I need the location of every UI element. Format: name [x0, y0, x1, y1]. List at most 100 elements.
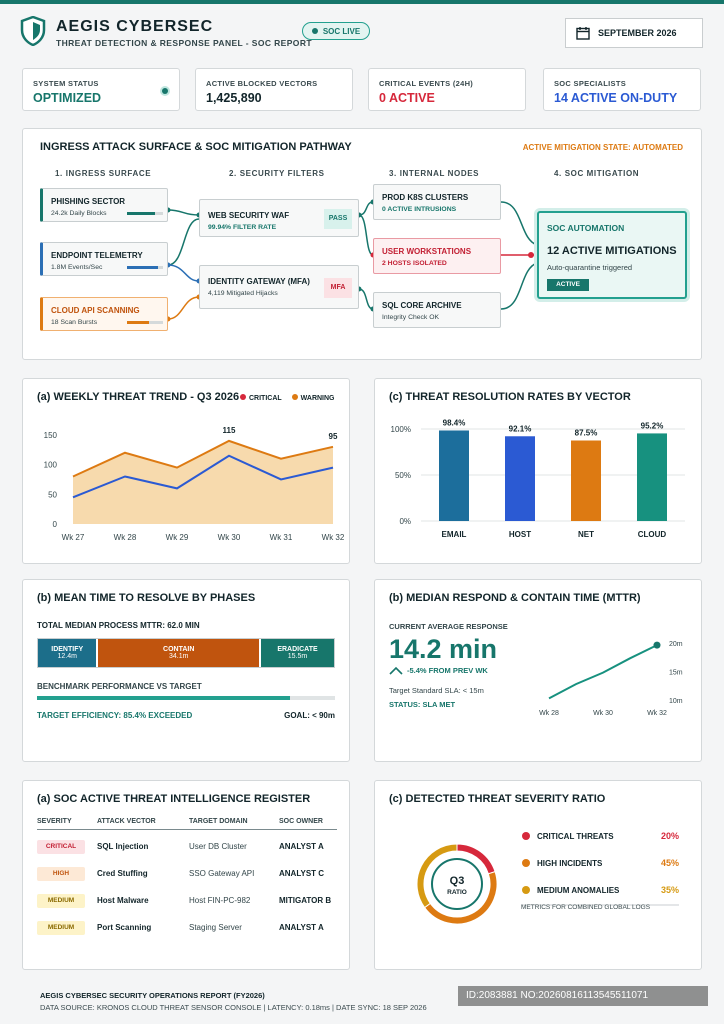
header-divider: [37, 829, 337, 830]
y-tick-label: 15m: [669, 670, 683, 677]
attack-vector: Host Malware: [97, 896, 149, 905]
soc-automation-card[interactable]: SOC AUTOMATION 12 ACTIVE MITIGATIONS Aut…: [537, 211, 687, 299]
node-detail: 1.8M Events/Sec: [51, 264, 103, 271]
kpi-label: ACTIVE BLOCKED VECTORS: [206, 79, 318, 88]
legend-value: 35%: [661, 885, 679, 895]
col-header-vector: ATTACK VECTOR: [97, 818, 156, 825]
kpi-value: 14 ACTIVE ON-DUTY: [554, 91, 678, 105]
node-title: ENDPOINT TELEMETRY: [51, 251, 143, 260]
automation-detail: Auto-quarantine triggered: [547, 263, 633, 272]
x-tick-label: CLOUD: [638, 530, 667, 539]
kpi-label: SYSTEM STATUS: [33, 79, 99, 88]
trend-legend: CRITICAL WARNING: [240, 394, 335, 402]
x-tick-label: Wk 32: [322, 533, 345, 542]
report-date: SEPTEMBER 2026: [598, 28, 677, 38]
severity-badge: CRITICAL: [37, 840, 85, 854]
soc-live-badge[interactable]: SOC LIVE: [302, 22, 370, 40]
x-tick-label: Wk 28: [539, 710, 559, 717]
target-domain: Host FIN-PC-982: [189, 896, 251, 905]
column-header: 2. SECURITY FILTERS: [229, 169, 325, 178]
kpi-value: 0 ACTIVE: [379, 91, 435, 105]
watermark-stamp: ID:2083881 NO:20260816113545511071: [458, 986, 708, 1006]
bar-value-label: 98.4%: [443, 418, 466, 427]
soc-owner: ANALYST A: [279, 842, 324, 851]
register-title: (a) SOC ACTIVE THREAT INTELLIGENCE REGIS…: [37, 793, 311, 805]
legend-dot-icon: [522, 832, 530, 840]
weekly-trend-panel: (a) WEEKLY THREAT TREND - Q3 2026 CRITIC…: [22, 378, 350, 564]
automation-value: 12 ACTIVE MITIGATIONS: [547, 245, 677, 257]
legend-warning: WARNING: [291, 394, 335, 402]
severity-badge: HIGH: [37, 867, 85, 881]
legend-label: HIGH INCIDENTS: [537, 859, 603, 868]
ingress-node-endpoint[interactable]: ENDPOINT TELEMETRY 1.8M Events/Sec: [40, 242, 168, 276]
app-title: AEGIS CYBERSEC: [56, 18, 214, 35]
kpi-value: OPTIMIZED: [33, 91, 102, 105]
app-subtitle: THREAT DETECTION & RESPONSE PANEL - SOC …: [56, 38, 312, 48]
phase-segment[interactable]: IDENTIFY 12.4m: [38, 639, 97, 667]
benchmark-track: [37, 696, 335, 700]
kpi-system-status: SYSTEM STATUS OPTIMIZED: [22, 68, 180, 111]
mfa-tag: MFA: [324, 278, 352, 298]
level-fill: [127, 266, 158, 269]
filter-node-waf[interactable]: WEB SECURITY WAF 99.94% FILTER RATE PASS: [199, 199, 359, 237]
node-level-bar: [127, 321, 163, 324]
soc-owner: MITIGATOR B: [279, 896, 332, 905]
node-level-bar: [127, 266, 163, 269]
target-domain: Staging Server: [189, 923, 242, 932]
phase-value: 12.4m: [57, 653, 77, 660]
bar-value-label: 87.5%: [575, 429, 598, 438]
mttr-point: [653, 641, 661, 649]
donut-center: [431, 858, 483, 910]
footer-report-title: AEGIS CYBERSEC SECURITY OPERATIONS REPOR…: [40, 991, 265, 1000]
filter-node-mfa[interactable]: IDENTITY GATEWAY (MFA) 4,119 Mitigated H…: [199, 265, 359, 309]
node-detail: 2 HOSTS ISOLATED: [382, 260, 447, 267]
table-row[interactable]: CRITICAL SQL Injection User DB Cluster A…: [23, 837, 351, 857]
y-tick-label: 150: [44, 431, 58, 440]
mttr-current-title: (b) MEDIAN RESPOND & CONTAIN TIME (MTTR): [389, 592, 641, 604]
critical-line: [72, 454, 334, 499]
footer-source: DATA SOURCE: KRONOS CLOUD THREAT SENSOR …: [40, 1003, 427, 1012]
legend-label: MEDIUM ANOMALIES: [537, 886, 620, 895]
sla-text: Target Standard SLA: < 15m: [389, 686, 484, 695]
table-row[interactable]: MEDIUM Host Malware Host FIN-PC-982 MITI…: [23, 891, 351, 911]
table-row[interactable]: MEDIUM Port Scanning Staging Server ANAL…: [23, 918, 351, 938]
kpi-label: SOC SPECIALISTS: [554, 79, 627, 88]
x-tick-label: Wk 31: [270, 533, 293, 542]
y-tick-label: 100: [44, 461, 58, 470]
legend-value: 45%: [661, 858, 679, 868]
y-tick-label: 0: [53, 520, 58, 529]
attack-vector: SQL Injection: [97, 842, 149, 851]
col-header-owner: SOC OWNER: [279, 818, 323, 825]
column-header: 3. INTERNAL NODES: [389, 169, 480, 178]
goal-text: GOAL: < 90m: [284, 711, 335, 720]
col-header-severity: SEVERITY: [37, 818, 72, 825]
internal-node-workstations[interactable]: USER WORKSTATIONS 2 HOSTS ISOLATED: [373, 238, 501, 274]
legend-label: CRITICAL THREATS: [537, 832, 614, 841]
legend-critical: CRITICAL: [240, 394, 282, 402]
donut-slice: [416, 843, 458, 909]
phase-segment[interactable]: ERADICATE 15.5m: [261, 639, 334, 667]
calendar-icon: [576, 27, 590, 40]
phase-segment[interactable]: CONTAIN 34.1m: [98, 639, 259, 667]
x-tick-label: Wk 30: [218, 533, 241, 542]
internal-node-k8s[interactable]: PROD K8S CLUSTERS 0 ACTIVE INTRUSIONS: [373, 184, 501, 220]
x-tick-label: HOST: [509, 530, 531, 539]
severity-badge: MEDIUM: [37, 894, 85, 908]
bar-value-label: 92.1%: [509, 424, 532, 433]
ingress-node-cloud-api[interactable]: CLOUD API SCANNING 18 Scan Bursts: [40, 297, 168, 331]
node-detail: 99.94% FILTER RATE: [208, 224, 277, 231]
node-detail: 24.2k Daily Blocks: [51, 210, 107, 217]
y-tick-label: 10m: [669, 698, 683, 705]
table-row[interactable]: HIGH Cred Stuffing SSO Gateway API ANALY…: [23, 864, 351, 884]
phase-name: CONTAIN: [163, 646, 195, 653]
phase-value: 34.1m: [168, 653, 189, 660]
y-tick-label: 20m: [669, 641, 683, 648]
kpi-value: 1,425,890: [206, 91, 262, 105]
donut-center-sub: RATIO: [447, 889, 467, 896]
date-selector[interactable]: SEPTEMBER 2026: [565, 18, 703, 48]
internal-node-sql[interactable]: SQL CORE ARCHIVE Integrity Check OK: [373, 292, 501, 328]
ingress-node-phishing[interactable]: PHISHING SECTOR 24.2k Daily Blocks: [40, 188, 168, 222]
current-response-label: CURRENT AVERAGE RESPONSE: [389, 622, 508, 631]
y-tick-label: 0%: [399, 517, 411, 526]
bar: [637, 433, 667, 521]
